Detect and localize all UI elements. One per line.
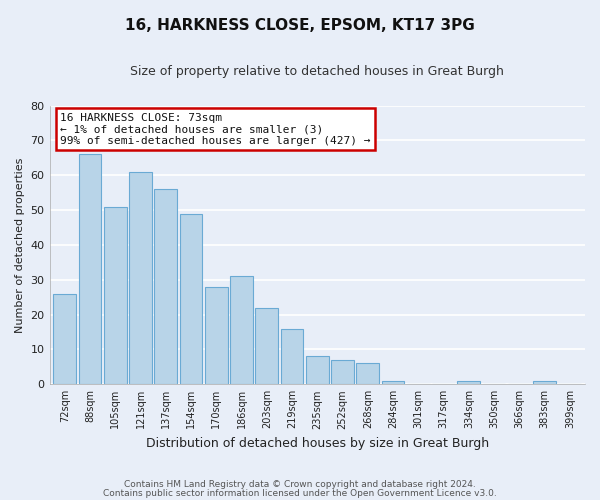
Bar (331, 360, 354, 384)
Bar (256, 308, 278, 384)
Text: 16, HARKNESS CLOSE, EPSOM, KT17 3PG: 16, HARKNESS CLOSE, EPSOM, KT17 3PG (125, 18, 475, 32)
X-axis label: Distribution of detached houses by size in Great Burgh: Distribution of detached houses by size … (146, 437, 489, 450)
Text: Contains public sector information licensed under the Open Government Licence v3: Contains public sector information licen… (103, 488, 497, 498)
Bar (154, 189, 177, 384)
Bar (179, 214, 202, 384)
Bar (53, 294, 76, 384)
Bar (356, 364, 379, 384)
Bar (457, 381, 480, 384)
Title: Size of property relative to detached houses in Great Burgh: Size of property relative to detached ho… (130, 65, 504, 78)
Bar (104, 206, 127, 384)
Bar (281, 328, 304, 384)
Text: 16 HARKNESS CLOSE: 73sqm
← 1% of detached houses are smaller (3)
99% of semi-det: 16 HARKNESS CLOSE: 73sqm ← 1% of detache… (60, 112, 371, 146)
Bar (79, 154, 101, 384)
Bar (205, 286, 227, 384)
Bar (129, 172, 152, 384)
Bar (230, 276, 253, 384)
Bar (306, 356, 329, 384)
Bar (382, 381, 404, 384)
Text: Contains HM Land Registry data © Crown copyright and database right 2024.: Contains HM Land Registry data © Crown c… (124, 480, 476, 489)
Y-axis label: Number of detached properties: Number of detached properties (15, 157, 25, 332)
Bar (533, 381, 556, 384)
